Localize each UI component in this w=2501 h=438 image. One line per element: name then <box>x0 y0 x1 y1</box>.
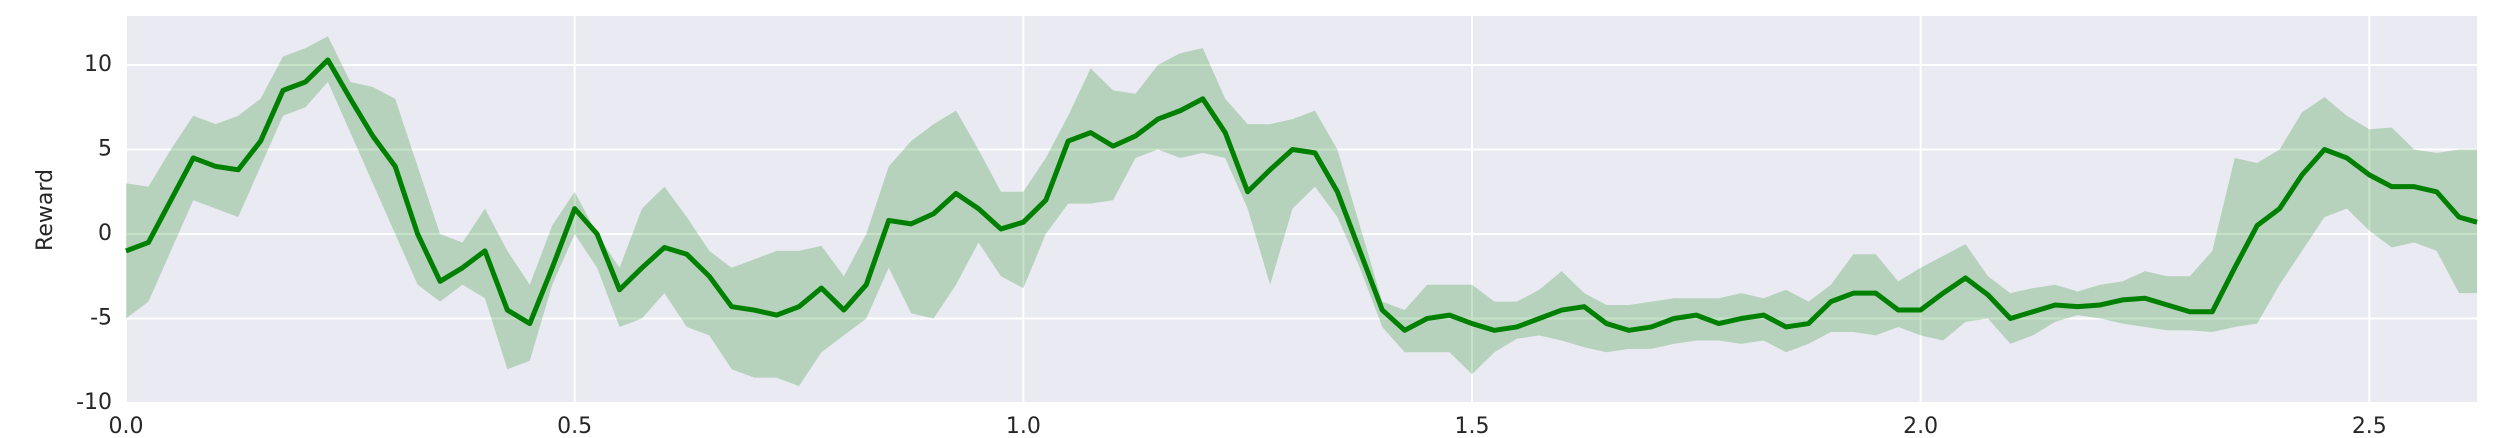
y-tick-label: -5 <box>90 306 112 331</box>
x-tick-label: 0.0 <box>109 414 144 438</box>
plot-area <box>126 16 2477 403</box>
x-tick-label: 2.0 <box>1903 414 1938 438</box>
y-tick-label: -10 <box>76 390 112 415</box>
confidence-band <box>126 36 2477 387</box>
x-tick-label: 1.0 <box>1006 414 1041 438</box>
x-tick-label: 2.5 <box>2352 414 2387 438</box>
x-tick-label: 1.5 <box>1454 414 1489 438</box>
y-tick-label: 10 <box>84 52 112 77</box>
y-tick-label: 5 <box>98 137 112 162</box>
y-axis-label: Reward <box>33 169 58 251</box>
x-tick-label: 0.5 <box>557 414 592 438</box>
y-tick-label: 0 <box>98 221 112 246</box>
mean-line <box>125 57 2478 333</box>
